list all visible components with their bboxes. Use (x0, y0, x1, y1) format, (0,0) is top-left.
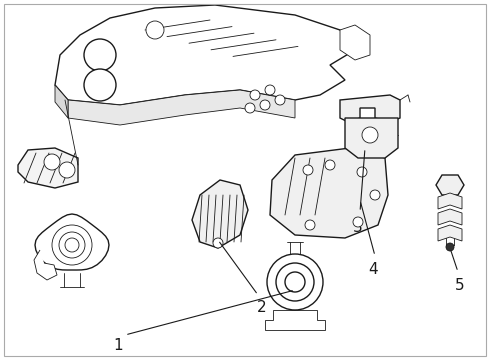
Circle shape (446, 243, 454, 251)
Circle shape (250, 90, 260, 100)
Polygon shape (68, 90, 295, 125)
Polygon shape (340, 95, 400, 122)
Polygon shape (340, 25, 370, 60)
Text: 1: 1 (113, 338, 123, 353)
Circle shape (213, 238, 223, 248)
Polygon shape (55, 85, 68, 118)
Circle shape (370, 190, 380, 200)
Circle shape (305, 220, 315, 230)
Polygon shape (55, 5, 355, 105)
Circle shape (84, 39, 116, 71)
Circle shape (353, 217, 363, 227)
Polygon shape (436, 175, 464, 195)
Polygon shape (438, 193, 462, 209)
Circle shape (84, 69, 116, 101)
Circle shape (260, 100, 270, 110)
Circle shape (362, 127, 378, 143)
Circle shape (267, 254, 323, 310)
Text: 5: 5 (455, 278, 465, 293)
Text: 4: 4 (368, 262, 378, 277)
Circle shape (44, 154, 60, 170)
Polygon shape (265, 310, 325, 330)
Circle shape (146, 21, 164, 39)
Polygon shape (345, 118, 398, 158)
Text: 3: 3 (353, 220, 363, 235)
Polygon shape (270, 148, 388, 238)
Circle shape (276, 263, 314, 301)
Polygon shape (438, 225, 462, 241)
Circle shape (357, 167, 367, 177)
Polygon shape (438, 209, 462, 225)
Circle shape (245, 103, 255, 113)
Circle shape (285, 272, 305, 292)
Polygon shape (18, 148, 78, 188)
Circle shape (325, 160, 335, 170)
Circle shape (303, 165, 313, 175)
Circle shape (265, 85, 275, 95)
Polygon shape (34, 250, 57, 280)
Circle shape (59, 162, 75, 178)
Polygon shape (192, 180, 248, 248)
Circle shape (65, 238, 79, 252)
Circle shape (52, 225, 92, 265)
Circle shape (275, 95, 285, 105)
Text: 2: 2 (257, 300, 267, 315)
Polygon shape (35, 214, 109, 270)
Circle shape (59, 232, 85, 258)
